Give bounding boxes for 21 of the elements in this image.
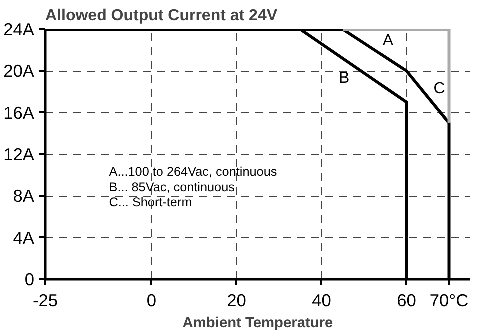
x-tick-label: 0 bbox=[146, 290, 157, 310]
y-tick-label: 20A bbox=[4, 61, 35, 82]
x-tick-label: 40 bbox=[312, 290, 332, 310]
x-tick-label: -25 bbox=[32, 290, 58, 310]
series-label: A bbox=[382, 32, 394, 50]
x-tick-label: 70°C bbox=[430, 290, 469, 310]
series-label: C bbox=[434, 80, 446, 98]
series-label: B bbox=[338, 70, 350, 87]
x-axis-title: Ambient Temperature bbox=[182, 316, 334, 332]
y-tick-label: 12A bbox=[4, 144, 35, 164]
y-tick-label: 16A bbox=[4, 102, 35, 123]
y-tick-label: 24A bbox=[4, 20, 35, 40]
annotation: B... 85Vac, continuous bbox=[109, 180, 235, 194]
y-tick-label: 4A bbox=[13, 228, 35, 248]
y-tick-label: 8A bbox=[13, 186, 35, 206]
y-tick-label: 0 bbox=[24, 270, 35, 290]
annotation: C... Short-term bbox=[109, 195, 192, 210]
chart-title: Allowed Output Current at 24V bbox=[46, 8, 278, 24]
annotation: A...100 to 264Vac, continuous bbox=[109, 165, 278, 180]
x-tick-label: 60 bbox=[397, 290, 416, 310]
x-tick-label: 20 bbox=[227, 290, 246, 310]
